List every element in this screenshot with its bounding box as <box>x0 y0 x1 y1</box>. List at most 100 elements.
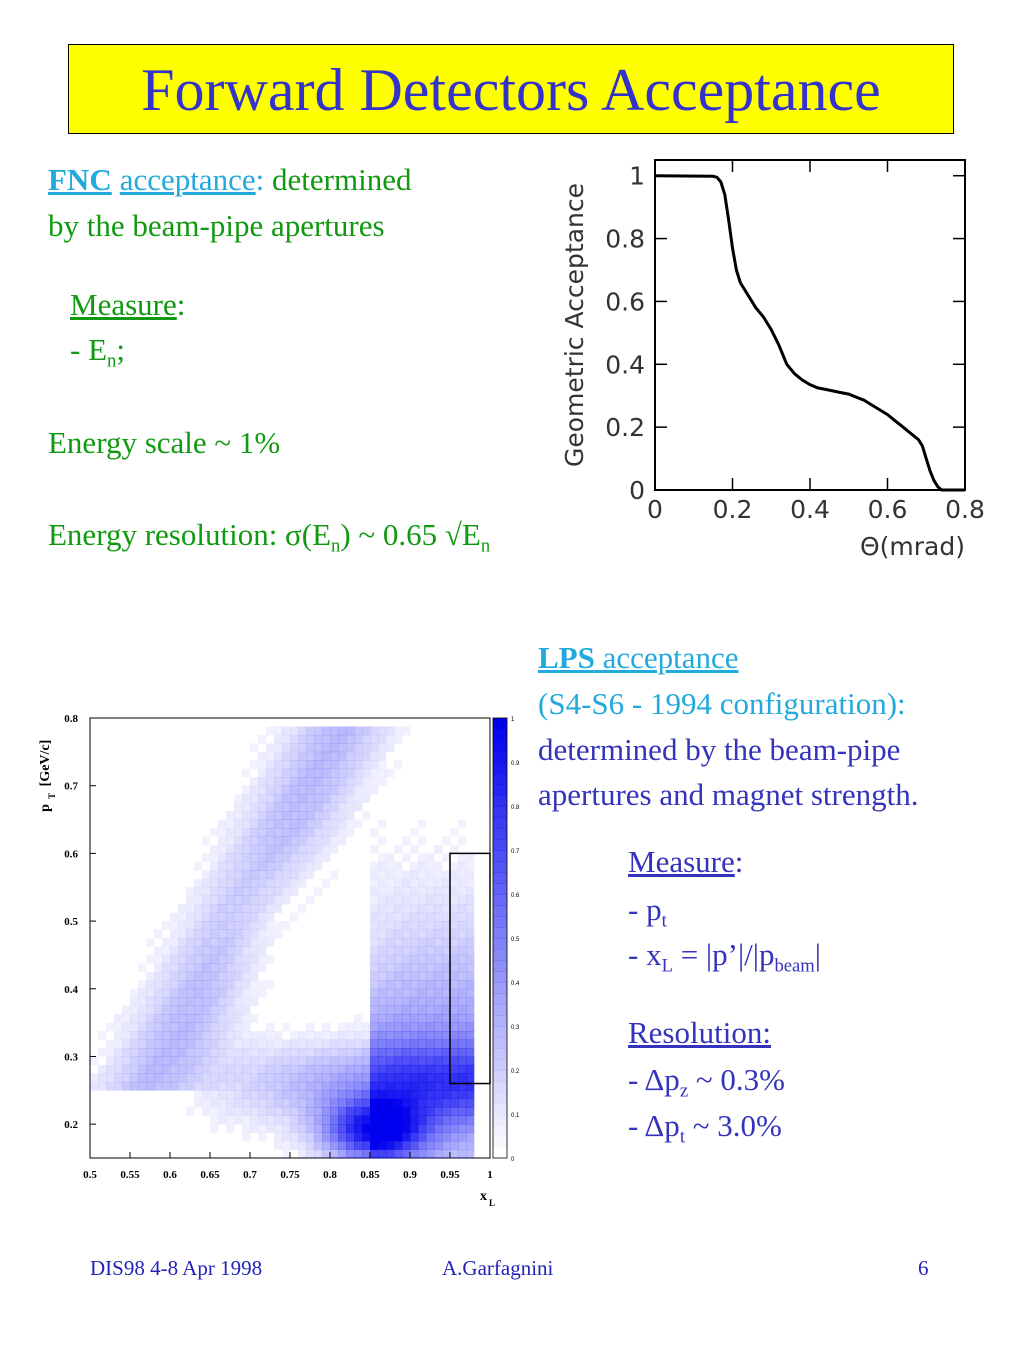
heatmap-cell <box>298 1149 307 1159</box>
heatmap-cell <box>338 1141 347 1150</box>
heatmap-cell <box>194 895 203 905</box>
heatmap-cell <box>226 811 235 820</box>
heatmap-cell <box>218 1115 227 1125</box>
heatmap-cell <box>346 734 355 744</box>
heatmap-cell <box>434 844 443 854</box>
lps-measure-link[interactable]: Measure <box>628 844 735 879</box>
heatmap-cell <box>402 870 411 880</box>
heatmap-cell <box>306 751 315 761</box>
heatmap-cell <box>354 768 363 778</box>
heatmap-cell <box>178 1014 187 1023</box>
heatmap-cell <box>290 802 299 812</box>
heatmap-cell <box>362 785 371 795</box>
heatmap-cell <box>274 1073 283 1083</box>
heatmap-cell <box>210 1090 219 1100</box>
heatmap-cell <box>194 921 203 930</box>
heatmap-cell <box>410 1039 419 1049</box>
colorbar-tick-label: 0.8 <box>511 805 520 811</box>
heatmap-cell <box>370 980 379 990</box>
heatmap-cell <box>434 1031 443 1040</box>
heatmap-cell <box>370 887 379 896</box>
heatmap-cell <box>434 1132 443 1142</box>
heatmap-cell <box>386 1115 395 1125</box>
heatmap-cell <box>250 836 259 846</box>
heatmap-cell <box>442 1141 451 1150</box>
heatmap-cell <box>442 904 451 913</box>
heatmap-cell <box>362 777 371 786</box>
heatmap-cell <box>290 844 299 854</box>
heatmap-cell <box>458 1081 467 1091</box>
heatmap-cell <box>458 946 467 956</box>
heatmap-cell <box>250 853 259 863</box>
heatmap-cell <box>266 870 275 880</box>
heatmap-cell <box>426 929 435 939</box>
heatmap-cell <box>322 836 331 846</box>
heatmap-cell <box>194 954 203 964</box>
heatmap-cell <box>322 1149 331 1159</box>
heatmap-cell <box>250 811 259 820</box>
heatmap-cell <box>394 963 403 973</box>
colorbar-step <box>493 751 507 763</box>
heatmap-cell <box>426 878 435 888</box>
heatmap-cell <box>290 828 299 837</box>
heatmap-cell <box>178 938 187 947</box>
fnc-acceptance-link[interactable]: acceptance <box>119 162 256 197</box>
heatmap-cell <box>426 895 435 905</box>
heatmap-cell <box>218 895 227 905</box>
colorbar-step <box>493 861 507 873</box>
heatmap-cell <box>226 819 235 829</box>
heatmap-cell <box>378 946 387 956</box>
heatmap-cell <box>138 980 147 990</box>
heatmap-cell <box>338 1022 347 1032</box>
heatmap-cell <box>298 743 307 753</box>
heatmap-cell <box>466 1141 475 1150</box>
heatmap-cell <box>338 802 347 812</box>
heatmap-cell <box>362 1141 371 1150</box>
heatmap-cell <box>170 988 179 998</box>
heatmap-cell <box>194 938 203 947</box>
heatmap-cell <box>218 988 227 998</box>
heatmap-cell <box>458 912 467 922</box>
heatmap-cell <box>210 878 219 888</box>
heatmap-cell <box>250 861 259 871</box>
heatmap-cell <box>370 1039 379 1049</box>
heatmap-cell <box>466 1014 475 1023</box>
x-axis-label: Θ(mrad) <box>860 532 965 560</box>
heatmap-cell <box>378 1048 387 1057</box>
heatmap-cell <box>386 1098 395 1108</box>
heatmap-cell <box>226 912 235 922</box>
heatmap-cell <box>458 1098 467 1108</box>
heatmap-cell <box>450 938 459 947</box>
heatmap-cell <box>170 1031 179 1040</box>
heatmap-cell <box>234 1115 243 1125</box>
lps-acceptance-link[interactable]: acceptance <box>594 640 739 675</box>
heatmap-cell <box>362 811 371 820</box>
heatmap-cell <box>338 1073 347 1083</box>
heatmap-cell <box>378 1039 387 1049</box>
heatmap-cell <box>314 1090 323 1100</box>
heatmap-cell <box>242 1098 251 1108</box>
heatmap-cell <box>122 1048 131 1057</box>
heatmap-cell <box>402 1090 411 1100</box>
heatmap-cell <box>250 887 259 896</box>
heatmap-cell <box>346 819 355 829</box>
heatmap-cell <box>242 768 251 778</box>
heatmap-cell <box>122 1056 131 1066</box>
heatmap-cell <box>442 980 451 990</box>
heatmap-cell <box>290 768 299 778</box>
heatmap-cell <box>378 853 387 863</box>
lps-resolution-link[interactable]: Resolution: <box>628 1015 771 1050</box>
heatmap-cell <box>434 870 443 880</box>
heatmap-cell <box>162 988 171 998</box>
heatmap-cell <box>106 1056 115 1066</box>
heatmap-cell <box>178 904 187 913</box>
heatmap-cell <box>410 929 419 939</box>
heatmap-cell <box>354 1056 363 1066</box>
heatmap-cell <box>418 1039 427 1049</box>
fnc-measure-link[interactable]: Measure <box>70 287 177 322</box>
heatmap-cell <box>274 1090 283 1100</box>
heatmap-cell <box>410 1005 419 1015</box>
heatmap-cell <box>394 1132 403 1142</box>
heatmap-cell <box>450 861 459 871</box>
heatmap-cell <box>290 743 299 753</box>
